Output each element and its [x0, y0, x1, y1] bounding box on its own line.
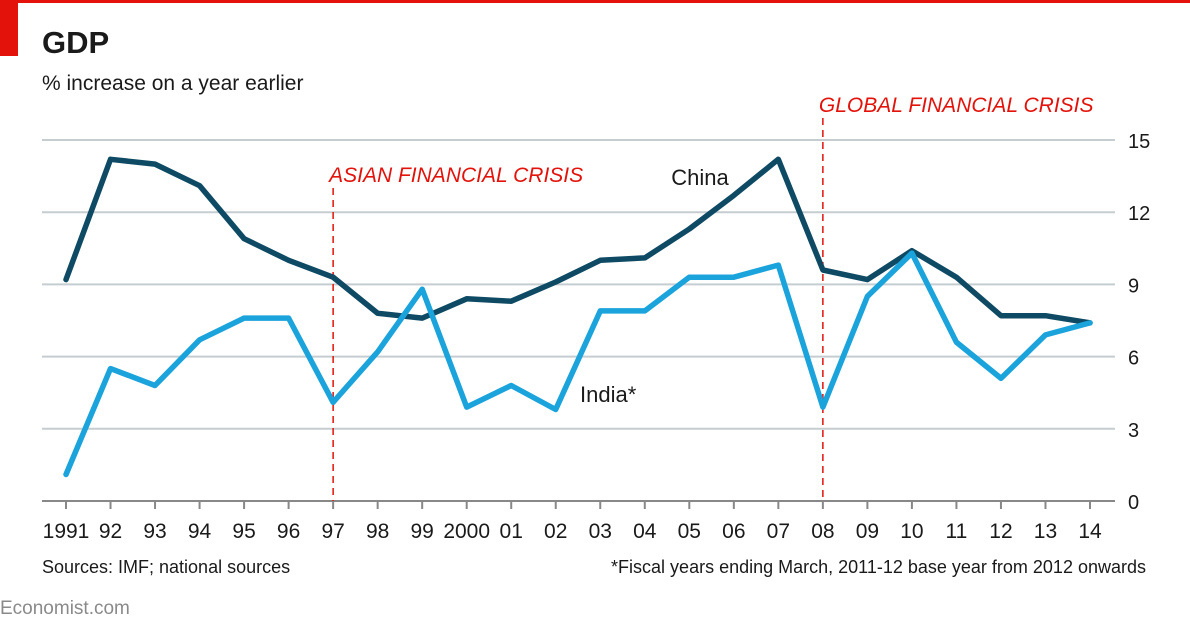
x-tick-label: 04	[633, 520, 657, 543]
x-tick-label: 12	[989, 520, 1012, 543]
crisis-label: GLOBAL FINANCIAL CRISIS	[819, 94, 1094, 117]
x-tick-label: 1991	[43, 520, 90, 543]
chart-subtitle: % increase on a year earlier	[42, 72, 303, 95]
x-tick-label: 06	[722, 520, 745, 543]
x-tick-label: 02	[544, 520, 567, 543]
x-tick-label: 01	[500, 520, 523, 543]
x-ticks: 1991 92 93 94 95 96 97 98 99 2000 01 02 03 04 05 06 07 08…	[43, 501, 1102, 543]
x-tick-label: 93	[143, 520, 166, 543]
x-tick-label: 07	[767, 520, 790, 543]
series-label-china: China	[671, 165, 729, 190]
series-lines	[63, 156, 1093, 478]
x-tick-label: 05	[678, 520, 701, 543]
x-tick-label: 97	[321, 520, 344, 543]
x-tick-label: 96	[277, 520, 300, 543]
x-tick-label: 11	[946, 520, 968, 543]
series-label-india: India*	[580, 382, 637, 407]
chart-title: GDP	[42, 25, 109, 60]
x-tick-label: 99	[410, 520, 433, 543]
x-tick-label: 14	[1078, 520, 1102, 543]
x-tick-label: 09	[856, 520, 879, 543]
x-tick-label: 2000	[443, 520, 490, 543]
x-tick-label: 10	[900, 520, 923, 543]
y-tick-label: 0	[1128, 492, 1139, 514]
y-tick-label: 9	[1128, 275, 1139, 297]
x-tick-label: 13	[1034, 520, 1057, 543]
x-tick-label: 08	[811, 520, 834, 543]
crisis-label: ASIAN FINANCIAL CRISIS	[327, 164, 583, 187]
x-tick-label: 98	[366, 520, 389, 543]
x-tick-label: 94	[188, 520, 212, 543]
x-tick-label: 03	[589, 520, 612, 543]
fiscal-year-note: *Fiscal years ending March, 2011-12 base…	[611, 557, 1146, 577]
economist-brand: Economist.com	[0, 598, 130, 619]
y-tick-label: 15	[1128, 131, 1150, 153]
crisis-annotations: ASIAN FINANCIAL CRISIS GLOBAL FINANCIAL C…	[327, 94, 1094, 501]
series-line-china	[63, 156, 1093, 326]
y-tick-label: 3	[1128, 420, 1139, 442]
y-tick-label: 6	[1128, 348, 1139, 370]
series-labels: China India*	[580, 165, 730, 407]
y-tick-label: 12	[1128, 203, 1150, 225]
top-rule	[0, 0, 1190, 3]
grid-lines	[42, 139, 1115, 502]
x-tick-label: 95	[232, 520, 255, 543]
series-line-india	[63, 250, 1093, 478]
sources-note: Sources: IMF; national sources	[42, 557, 290, 577]
x-tick-label: 92	[99, 520, 122, 543]
corner-tab	[0, 0, 18, 56]
y-tick-labels: 0 3 6 9 12 15	[1128, 131, 1150, 514]
